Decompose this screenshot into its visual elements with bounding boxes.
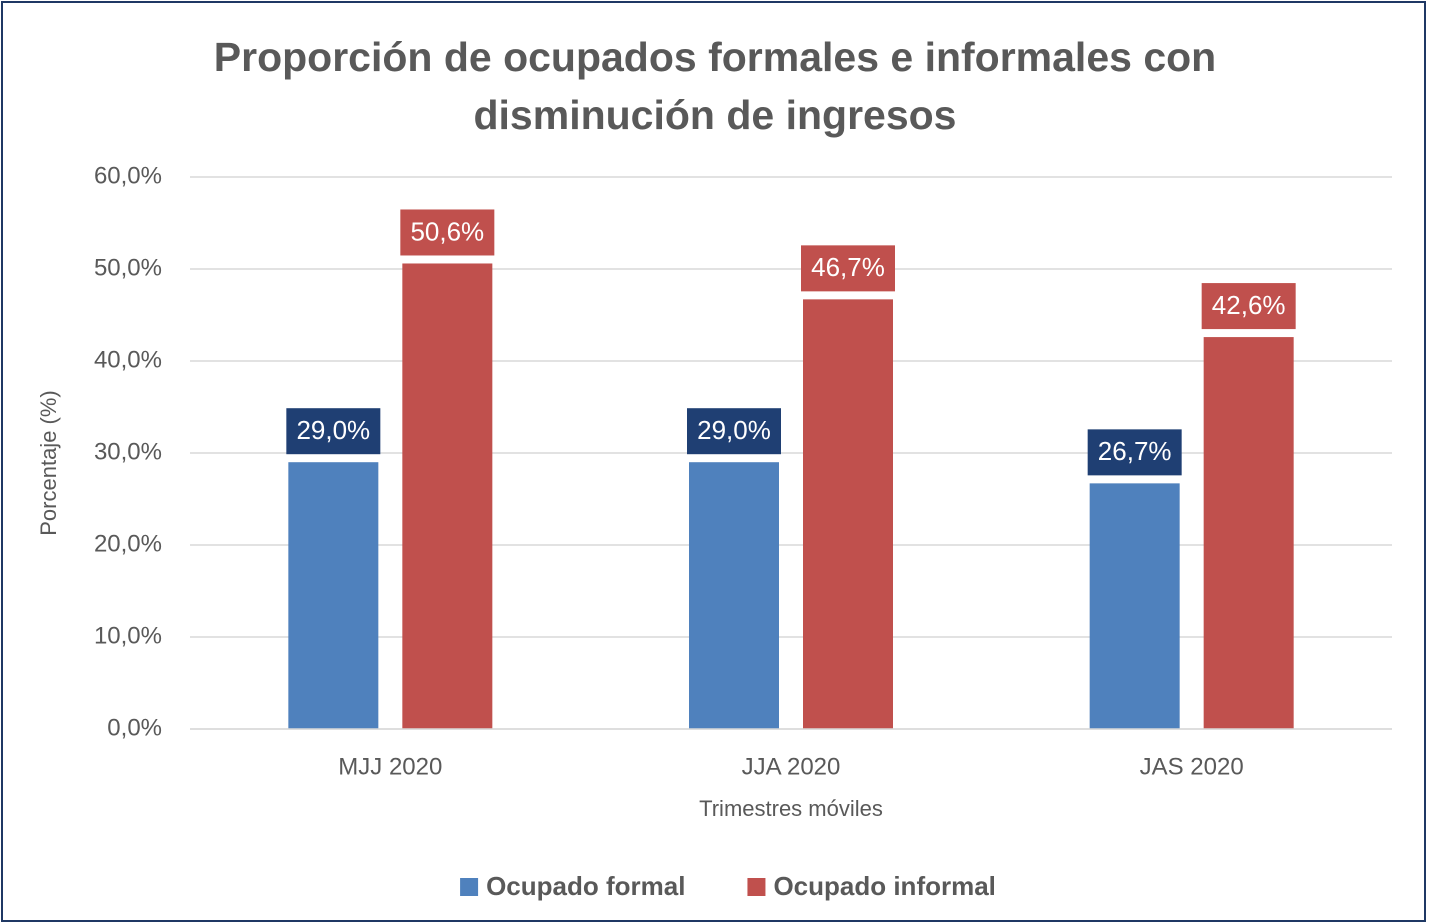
legend-label: Ocupado informal xyxy=(773,871,995,901)
data-label-box xyxy=(801,245,895,292)
y-axis-label: Porcentaje (%) xyxy=(36,390,61,536)
data-label: 29,0% xyxy=(296,415,370,445)
x-axis-label: Trimestres móviles xyxy=(699,796,883,821)
y-tick-label: 40,0% xyxy=(94,346,162,373)
y-tick-label: 50,0% xyxy=(94,254,162,281)
bar xyxy=(1089,483,1180,729)
x-tick-label: JAS 2020 xyxy=(1140,753,1244,780)
y-tick-label: 0,0% xyxy=(107,714,162,741)
bar xyxy=(1203,337,1294,729)
data-label-box xyxy=(1087,429,1182,476)
data-label: 46,7% xyxy=(811,252,885,282)
data-label: 29,0% xyxy=(697,415,771,445)
legend-label: Ocupado formal xyxy=(486,871,685,901)
data-label-box xyxy=(1201,283,1296,330)
bar xyxy=(288,462,379,729)
data-label: 42,6% xyxy=(1212,290,1286,320)
y-tick-label: 20,0% xyxy=(94,530,162,557)
x-tick-label: JJA 2020 xyxy=(742,753,841,780)
data-label-box xyxy=(687,408,781,455)
y-tick-label: 10,0% xyxy=(94,622,162,649)
bar xyxy=(402,263,493,729)
bar xyxy=(803,299,893,729)
data-label-box xyxy=(286,408,381,455)
data-label-box xyxy=(400,209,495,256)
data-label: 26,7% xyxy=(1098,436,1172,466)
y-tick-label: 60,0% xyxy=(94,162,162,189)
bar xyxy=(689,462,779,729)
legend-swatch xyxy=(747,878,766,896)
legend-swatch xyxy=(460,878,479,896)
x-tick-label: MJJ 2020 xyxy=(338,753,442,780)
chart-title: Proporción de ocupados formales e inform… xyxy=(213,34,1217,138)
y-tick-label: 30,0% xyxy=(94,438,162,465)
data-label: 50,6% xyxy=(410,216,484,246)
